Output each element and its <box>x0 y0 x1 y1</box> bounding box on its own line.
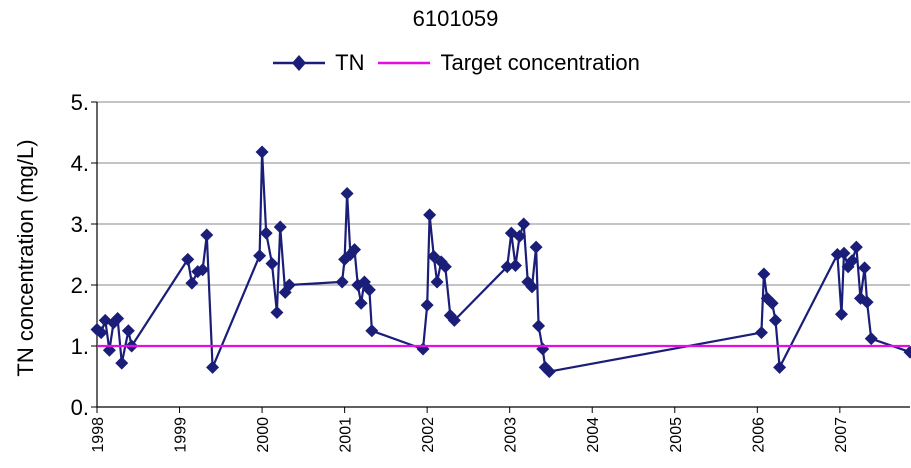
data-point <box>525 280 539 294</box>
data-point <box>508 258 522 272</box>
data-point <box>845 254 859 268</box>
legend-item-target: Target concentration <box>376 50 640 76</box>
legend-item-tn: TN <box>271 50 364 76</box>
data-point <box>773 360 787 374</box>
legend-swatch-target <box>378 61 431 65</box>
data-point <box>200 228 214 242</box>
data-point <box>903 345 911 359</box>
data-point <box>864 332 878 346</box>
x-tick-label: 1999 <box>173 417 190 453</box>
data-point <box>354 296 368 310</box>
data-point <box>259 226 273 240</box>
data-point <box>837 246 851 260</box>
data-point <box>754 326 768 340</box>
chart-title: 6101059 <box>412 6 499 31</box>
data-point <box>849 240 863 254</box>
data-point <box>365 324 379 338</box>
data-point <box>253 249 267 263</box>
data-point <box>860 295 874 309</box>
x-tick-label: 2004 <box>585 417 602 453</box>
data-point <box>348 243 362 257</box>
data-point <box>447 313 461 327</box>
data-point <box>765 296 779 310</box>
data-point <box>282 278 296 292</box>
data-point <box>858 261 872 275</box>
data-point <box>196 263 210 277</box>
x-tick-label: 2002 <box>420 417 437 453</box>
data-point <box>517 217 531 231</box>
y-tick-label: 2. <box>71 273 89 298</box>
data-point <box>423 208 437 222</box>
y-tick-label: 4. <box>71 151 89 176</box>
y-tick-label: 1. <box>71 334 89 359</box>
data-point <box>340 187 354 200</box>
data-point <box>513 229 527 243</box>
data-point <box>416 342 430 356</box>
data-point <box>529 240 543 254</box>
data-point <box>121 324 135 338</box>
data-point <box>438 260 452 274</box>
y-tick-label: 3. <box>71 212 89 237</box>
data-point <box>430 275 444 289</box>
legend-label-tn: TN <box>335 50 365 75</box>
y-tick-label: 5. <box>71 90 89 115</box>
data-point <box>255 145 269 159</box>
data-point <box>270 305 284 319</box>
x-tick-label: 2001 <box>338 417 355 453</box>
data-point <box>757 267 771 281</box>
data-point <box>768 313 782 327</box>
data-point <box>536 342 550 356</box>
legend-label-target: Target concentration <box>440 50 640 75</box>
series-line-tn <box>96 150 911 373</box>
data-point <box>206 360 220 374</box>
x-tick-label: 1998 <box>90 417 107 453</box>
data-point <box>273 220 287 234</box>
legend: TN Target concentration <box>0 50 911 76</box>
data-point <box>94 326 108 340</box>
data-point <box>500 260 514 274</box>
data-point <box>111 312 125 326</box>
data-point <box>335 275 349 289</box>
data-point <box>420 298 434 312</box>
x-tick-label: 2005 <box>668 417 685 453</box>
data-point <box>532 319 546 333</box>
data-point <box>181 252 195 266</box>
data-point <box>834 307 848 321</box>
legend-swatch-tn <box>273 55 326 71</box>
data-point <box>185 276 199 290</box>
data-point <box>115 356 129 370</box>
x-tick-label: 2006 <box>750 417 767 453</box>
x-tick-label: 2000 <box>255 417 272 453</box>
x-tick-label: 2003 <box>503 417 520 453</box>
x-tick-label: 2007 <box>833 417 850 453</box>
y-tick-label: 0. <box>71 395 89 420</box>
data-point <box>362 283 376 297</box>
data-point <box>265 257 279 271</box>
data-point <box>542 365 556 379</box>
